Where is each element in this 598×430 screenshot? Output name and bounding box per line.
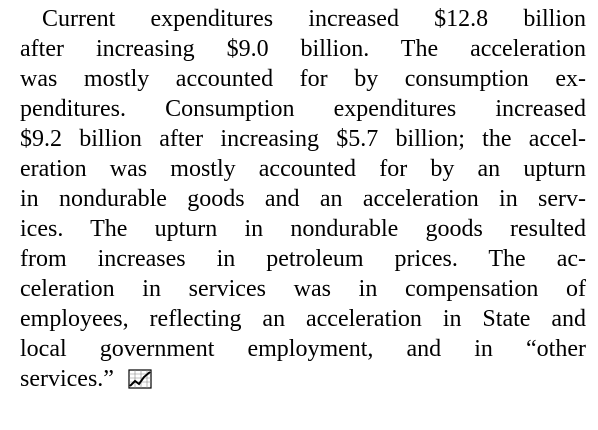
line-text: after increasing $9.0 billion. The accel… <box>20 36 586 62</box>
text-line: ices. The upturn in nondurable goods res… <box>20 214 586 244</box>
line-text: from increases in petroleum prices. The … <box>20 246 586 272</box>
line-text: celeration in services was in compensati… <box>20 276 586 302</box>
line-text: ices. The upturn in nondurable goods res… <box>20 216 586 242</box>
text-line: employees, reflecting an acceleration in… <box>20 304 586 334</box>
line-text: $9.2 billion after increasing $5.7 billi… <box>20 126 586 152</box>
chart-icon <box>128 369 152 389</box>
paragraph: Current expenditures increased $12.8 bil… <box>20 4 586 394</box>
line-text: eration was mostly accounted for by an u… <box>20 156 586 182</box>
text-line: from increases in petroleum prices. The … <box>20 244 586 274</box>
text-line: celeration in services was in compensati… <box>20 274 586 304</box>
text-line: eration was mostly accounted for by an u… <box>20 154 586 184</box>
line-text: services.” <box>20 366 114 392</box>
line-text: Current expenditures increased $12.8 bil… <box>42 6 586 32</box>
text-line: was mostly accounted for by consumption … <box>20 64 586 94</box>
line-text: local government employment, and in “oth… <box>20 336 586 362</box>
text-line: services.” <box>20 364 586 394</box>
line-text: in nondurable goods and an acceleration … <box>20 186 586 212</box>
text-line: local government employment, and in “oth… <box>20 334 586 364</box>
line-text: was mostly accounted for by consumption … <box>20 66 586 92</box>
line-text: penditures. Consumption expenditures inc… <box>20 96 586 122</box>
text-line: Current expenditures increased $12.8 bil… <box>20 4 586 34</box>
text-line: in nondurable goods and an acceleration … <box>20 184 586 214</box>
text-line: $9.2 billion after increasing $5.7 billi… <box>20 124 586 154</box>
text-line: after increasing $9.0 billion. The accel… <box>20 34 586 64</box>
text-line: penditures. Consumption expenditures inc… <box>20 94 586 124</box>
icon-line <box>129 371 151 387</box>
line-text: employees, reflecting an acceleration in… <box>20 306 586 332</box>
